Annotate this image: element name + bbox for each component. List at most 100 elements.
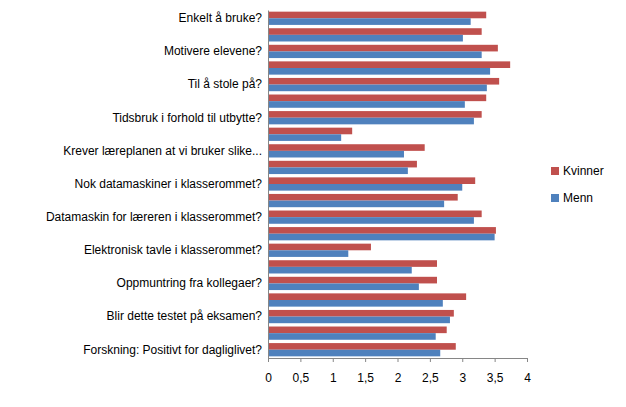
tick-label: Elektronisk tavle i klasserommet?	[84, 243, 262, 257]
tick: Oppmuntring fra kollegaer?	[117, 276, 268, 290]
tick-label: 3,5	[487, 371, 504, 385]
bar	[268, 18, 471, 25]
tick-label: 2	[395, 371, 402, 385]
tick-label: Enkelt å bruke?	[179, 11, 263, 25]
tick-label: Nok datamaskiner i klasserommet?	[75, 177, 263, 191]
tick-mark	[430, 358, 431, 362]
legend-label: Kvinner	[563, 164, 604, 178]
tick-label: 0,5	[293, 371, 310, 385]
tick-label: Blir dette testet på eksamen?	[107, 309, 263, 323]
y-axis: Enkelt å bruke? Motivere elevene? Til å st…	[46, 11, 269, 359]
bar	[268, 78, 499, 85]
x-axis: 0 0,5 1 1,5 2 2,5 3 3,5 4	[265, 358, 531, 385]
bar	[268, 317, 450, 324]
bar	[268, 151, 404, 158]
tick: Forskning: Positivt for dagliglivet?	[83, 343, 268, 357]
bar	[268, 211, 482, 218]
tick: Tidsbruk i forhold til utbytte?	[112, 111, 268, 125]
bar	[268, 283, 419, 290]
tick-mark	[333, 358, 334, 362]
bar	[268, 12, 486, 19]
tick-mark	[527, 358, 528, 362]
tick: 3	[459, 358, 466, 385]
legend-swatch	[551, 167, 559, 175]
bar	[268, 28, 482, 35]
bar	[268, 35, 463, 42]
tick-label: 4	[524, 371, 531, 385]
tick: Motivere elevene?	[164, 44, 268, 58]
bar	[268, 118, 474, 125]
bar	[268, 45, 498, 52]
tick: 0,5	[293, 358, 310, 385]
tick-mark	[398, 358, 399, 362]
tick: Enkelt å bruke?	[179, 11, 268, 25]
bar	[268, 177, 475, 184]
tick-label: Tidsbruk i forhold til utbytte?	[112, 111, 262, 125]
bar	[268, 227, 496, 234]
tick: Elektronisk tavle i klasserommet?	[84, 243, 268, 257]
tick-label: Til å stole på?	[188, 77, 263, 91]
tick: 3,5	[487, 358, 504, 385]
tick-label: Forskning: Positivt for dagliglivet?	[83, 343, 262, 357]
chart: 0 0,5 1 1,5 2 2,5 3 3,5 4 Enkelt å bruke? Motivere…	[0, 0, 626, 407]
tick: 2	[395, 358, 402, 385]
tick: 2,5	[422, 358, 439, 385]
bar	[268, 101, 465, 108]
bar	[268, 134, 341, 141]
bar	[268, 250, 348, 257]
tick-label: 1,5	[357, 371, 374, 385]
tick: Datamaskin for læreren i klasserommet?	[46, 210, 268, 224]
bar	[268, 184, 462, 191]
bar	[268, 68, 490, 75]
tick: 0	[265, 358, 272, 385]
bar	[268, 327, 447, 334]
bar	[268, 51, 482, 58]
bar	[268, 350, 440, 357]
bars	[268, 12, 510, 357]
axis-line	[269, 359, 528, 363]
tick-label: 3	[459, 371, 466, 385]
bar	[268, 128, 352, 135]
tick-label: Oppmuntring fra kollegaer?	[117, 276, 263, 290]
tick: Krever læreplanen at vi bruker slike...	[63, 144, 268, 158]
tick: Blir dette testet på eksamen?	[107, 309, 268, 323]
tick-mark	[462, 358, 463, 362]
tick-label: 0	[265, 371, 272, 385]
legend-swatch	[551, 194, 559, 202]
bar	[268, 244, 371, 251]
bar	[268, 277, 437, 284]
tick-mark	[495, 358, 496, 362]
bar	[268, 201, 444, 208]
bar	[268, 161, 417, 168]
bar	[268, 300, 443, 307]
bar	[268, 234, 495, 241]
bar	[268, 217, 474, 224]
tick-label: Motivere elevene?	[164, 44, 262, 58]
bar	[268, 144, 425, 151]
tick-label: Datamaskin for læreren i klasserommet?	[46, 210, 262, 224]
tick: 4	[524, 358, 531, 385]
legend-label: Menn	[563, 191, 593, 205]
tick-mark	[268, 358, 269, 362]
bar	[268, 333, 436, 340]
bar	[268, 167, 408, 174]
tick: 1,5	[357, 358, 374, 385]
tick-mark	[300, 358, 301, 362]
bar	[268, 310, 454, 317]
tick: 1	[330, 358, 337, 385]
tick-label: Krever læreplanen at vi bruker slike...	[63, 144, 262, 158]
legend: Kvinner Menn	[551, 164, 604, 205]
tick: Nok datamaskiner i klasserommet?	[75, 177, 268, 191]
axis-line	[268, 11, 269, 359]
bar	[268, 85, 487, 92]
bar	[268, 95, 486, 102]
bar	[268, 111, 482, 118]
tick-label: 2,5	[422, 371, 439, 385]
bar	[268, 293, 466, 300]
bar	[268, 61, 510, 68]
tick: Til å stole på?	[188, 77, 268, 91]
bar	[268, 260, 437, 267]
tick-label: 1	[330, 371, 337, 385]
bar	[268, 343, 456, 350]
tick-mark	[365, 358, 366, 362]
